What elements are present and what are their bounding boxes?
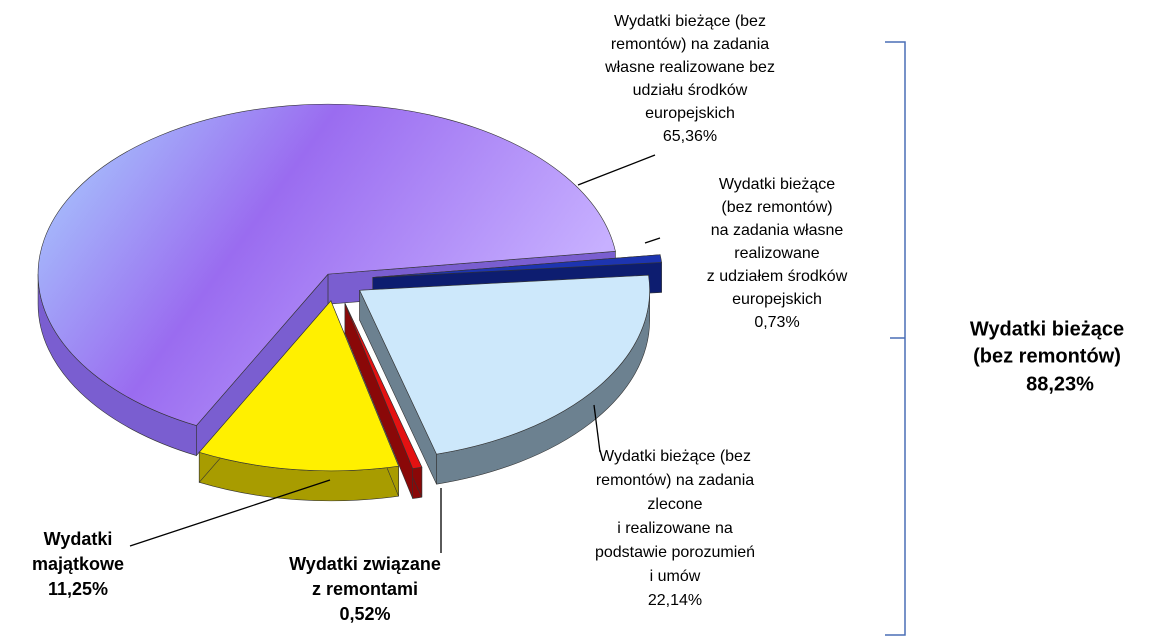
group-value: 88,23% <box>1026 373 1094 395</box>
value-label: 0,52% <box>339 604 390 624</box>
slice-label: podstawie porozumień <box>595 544 755 561</box>
slice-label: i umów <box>650 568 701 585</box>
slice-label: i realizowane na <box>617 520 733 537</box>
slice-label: majątkowe <box>32 554 124 574</box>
slice-label: remontów) na zadania <box>611 36 769 53</box>
value-label: 22,14% <box>648 592 702 609</box>
slice-label: europejskich <box>732 291 822 308</box>
leader-line <box>129 479 331 547</box>
group-label: Wydatki bieżące <box>970 318 1124 340</box>
leader-line <box>577 154 656 186</box>
slice-label: zlecone <box>647 496 702 513</box>
slice-label: Wydatki bieżące <box>719 176 835 193</box>
slice-label: Wydatki związane <box>289 554 441 574</box>
slice <box>37 103 616 426</box>
group-label: (bez remontów) <box>973 345 1121 367</box>
value-label: 11,25% <box>48 579 108 599</box>
slice <box>359 274 650 455</box>
slice-label: udziału środków <box>633 82 748 99</box>
slice-label: (bez remontów) <box>721 199 832 216</box>
slice <box>344 303 423 469</box>
value-label: 65,36% <box>663 128 717 145</box>
value-label: 0,73% <box>754 314 799 331</box>
bracket <box>885 41 906 636</box>
slice-label: Wydatki bieżące (bez <box>599 448 751 465</box>
slice-tops <box>37 103 662 472</box>
slice-label: własne realizowane bez <box>604 59 775 76</box>
slice-label: remontów) na zadania <box>596 472 754 489</box>
slice-label: Wydatki <box>44 529 113 549</box>
leader-line <box>593 404 601 453</box>
slice-label: z udziałem środków <box>707 268 848 285</box>
leader-line <box>644 237 661 244</box>
slice-label: na zadania własne <box>711 222 844 239</box>
slice-label: Wydatki bieżące (bez <box>614 13 766 30</box>
slice-label: realizowane <box>734 245 819 262</box>
slice <box>198 300 400 472</box>
slice <box>372 254 662 278</box>
slice-label: z remontami <box>312 579 418 599</box>
slice-label: europejskich <box>645 105 735 122</box>
